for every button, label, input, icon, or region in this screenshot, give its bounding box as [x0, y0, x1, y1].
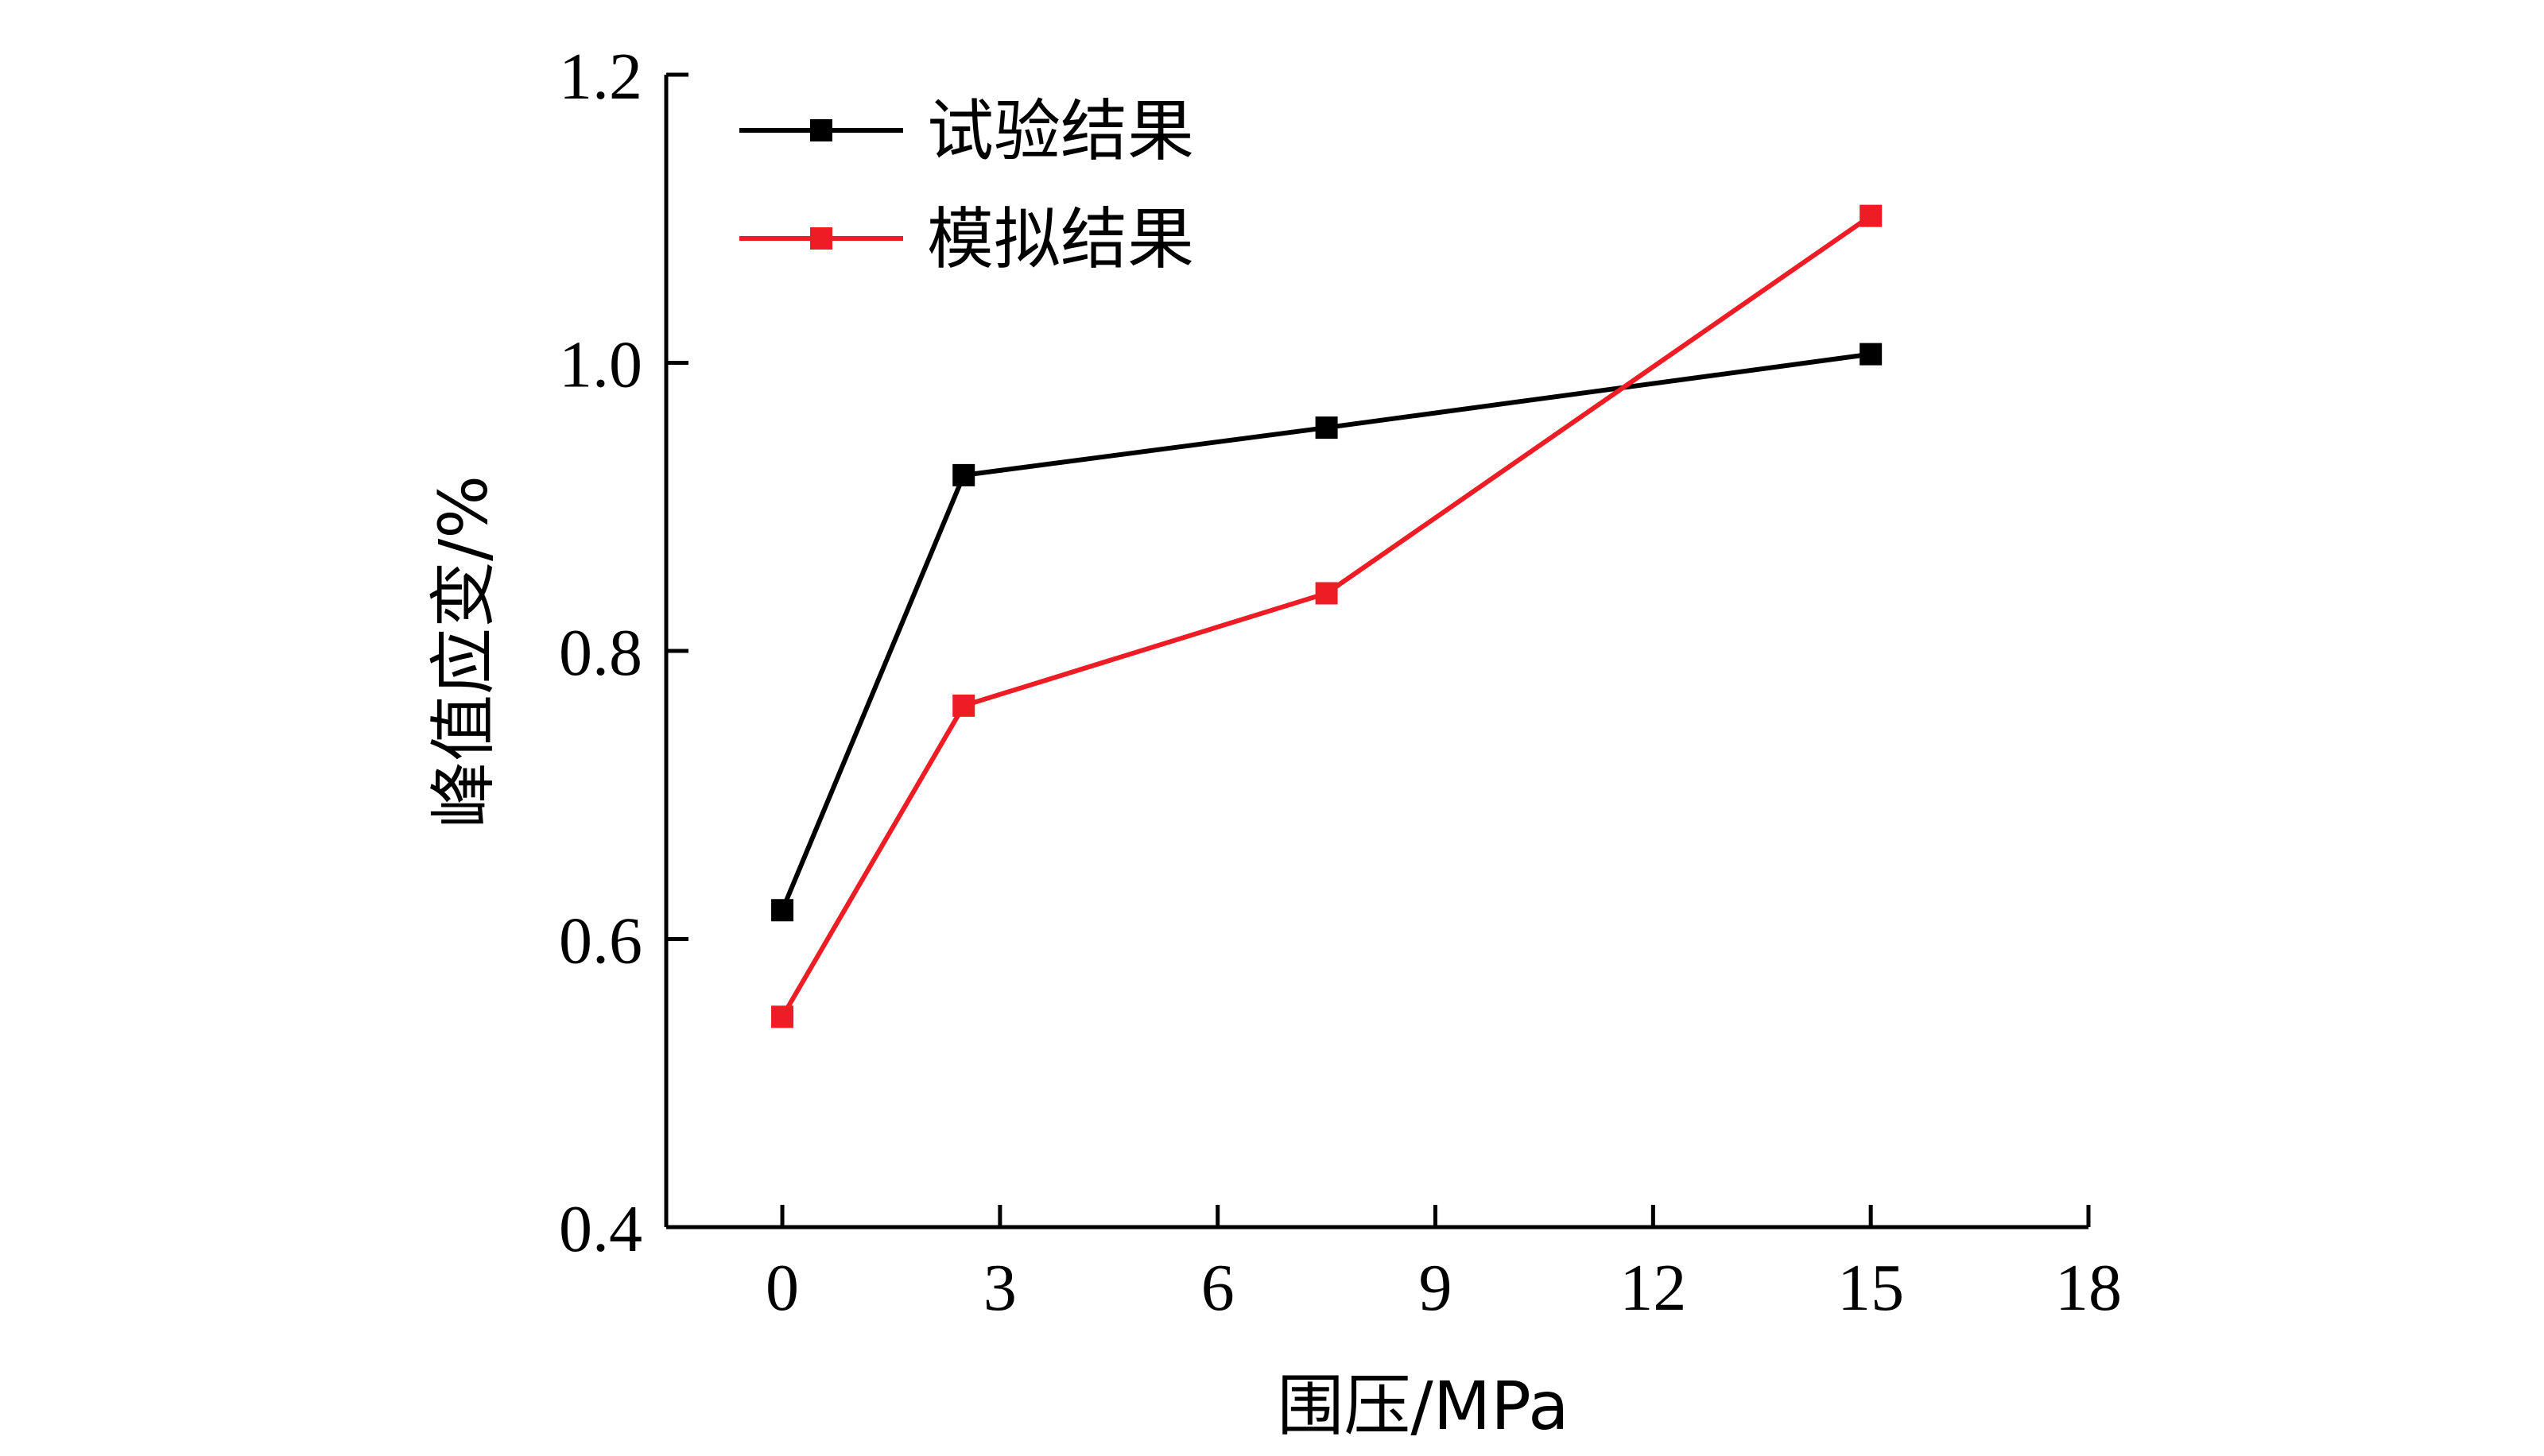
plot-area: 0 3 6 9 12 15 18 0.4 0.6 0.8 1.0 1.2: [559, 40, 2122, 1325]
x-ticks: 0 3 6 9 12 15 18: [766, 1205, 2122, 1325]
legend-label: 试验结果: [927, 92, 1194, 170]
legend-marker: [810, 119, 832, 141]
y-tick-label: 0.4: [559, 1192, 642, 1266]
data-point-marker: [1315, 582, 1338, 605]
series-line-1: [780, 214, 1872, 1018]
x-axis-title: 围压/MPa: [1277, 1367, 1569, 1445]
x-tick-label: 9: [1419, 1251, 1452, 1325]
legend-label: 模拟结果: [927, 200, 1194, 278]
data-point-marker: [1315, 416, 1338, 440]
x-tick-label: 18: [2055, 1251, 2122, 1325]
data-point-marker: [952, 463, 975, 486]
x-tick-label: 3: [983, 1251, 1017, 1325]
series-line-0: [780, 351, 1871, 912]
data-point-marker: [1860, 204, 1883, 227]
y-tick-label: 0.6: [559, 904, 642, 978]
data-point-marker: [771, 899, 794, 922]
data-point-marker: [952, 694, 975, 717]
data-point-marker: [1860, 343, 1883, 366]
x-tick-label: 0: [766, 1251, 799, 1325]
y-tick-label: 1.2: [559, 40, 642, 114]
x-tick-label: 15: [1837, 1251, 1904, 1325]
y-tick-label: 0.8: [559, 616, 642, 690]
y-axis-title: 峰值应变/%: [425, 475, 502, 828]
x-tick-label: 12: [1619, 1251, 1686, 1325]
y-ticks: 0.4 0.6 0.8 1.0 1.2: [559, 40, 688, 1266]
series-layer: [771, 204, 1883, 1028]
data-point-marker: [771, 1005, 794, 1028]
legend-marker: [810, 227, 832, 250]
x-tick-label: 6: [1201, 1251, 1235, 1325]
y-tick-label: 1.0: [559, 328, 642, 402]
